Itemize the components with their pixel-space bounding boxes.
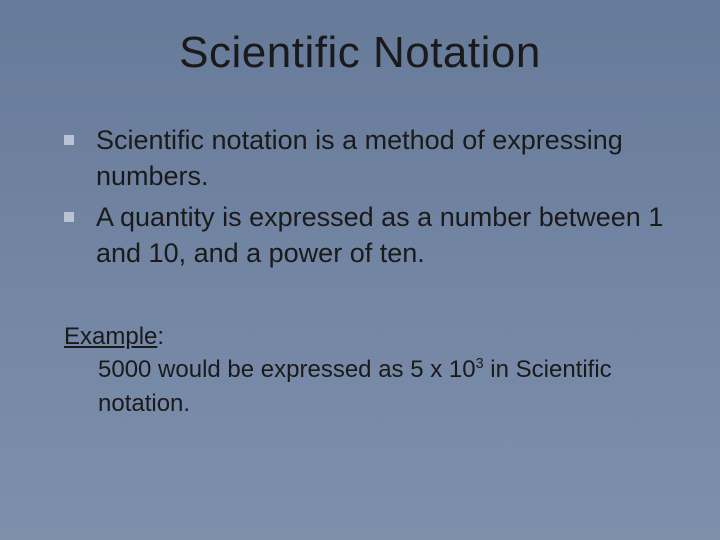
example-body: 5000 would be expressed as 5 x 103 in Sc… [64, 353, 670, 420]
example-block: Example: 5000 would be expressed as 5 x … [50, 320, 670, 421]
slide: Scientific Notation Scientific notation … [0, 0, 720, 540]
square-bullet-icon [64, 135, 74, 145]
example-heading: Example: [64, 320, 670, 354]
square-bullet-icon [64, 212, 74, 222]
bullet-text: A quantity is expressed as a number betw… [96, 202, 663, 268]
example-prefix: 5000 would be expressed as 5 x 10 [98, 356, 476, 383]
bullet-list: Scientific notation is a method of expre… [50, 122, 670, 272]
bullet-text: Scientific notation is a method of expre… [96, 125, 623, 191]
slide-title: Scientific Notation [50, 28, 670, 78]
list-item: Scientific notation is a method of expre… [50, 122, 670, 195]
example-label: Example [64, 323, 157, 350]
list-item: A quantity is expressed as a number betw… [50, 199, 670, 272]
example-exponent: 3 [476, 356, 484, 372]
example-colon: : [157, 323, 164, 350]
